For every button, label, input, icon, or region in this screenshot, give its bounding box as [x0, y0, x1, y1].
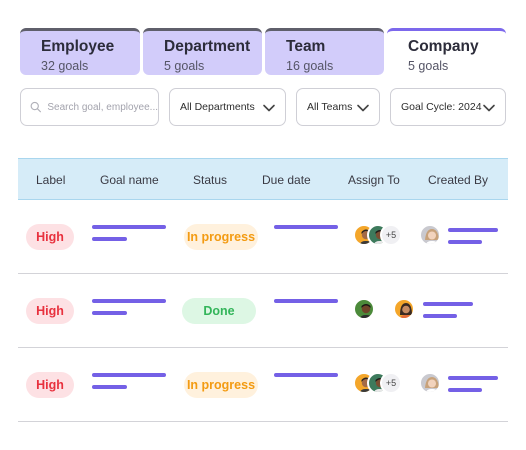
goal-name-placeholder-line: [92, 237, 127, 241]
more-assignees-badge[interactable]: +5: [380, 372, 402, 394]
search-icon: [30, 101, 41, 113]
more-assignees-badge[interactable]: +5: [380, 224, 402, 246]
due-date-placeholder-line: [274, 299, 338, 303]
search-placeholder: Search goal, employee...: [47, 101, 158, 113]
tab-team[interactable]: Team 16 goals: [265, 28, 384, 75]
filter-bar: Search goal, employee... All Departments…: [20, 88, 506, 126]
tab-team-count: 16 goals: [286, 59, 334, 73]
creator-name-placeholder-line: [423, 302, 473, 306]
tab-department-title: Department: [164, 38, 251, 55]
goal-name-placeholder-line: [92, 385, 127, 389]
table-header: Label Goal name Status Due date Assign T…: [18, 158, 508, 200]
goal-cycle-select[interactable]: Goal Cycle: 2024: [390, 88, 506, 126]
tab-department-count: 5 goals: [164, 59, 205, 73]
search-input[interactable]: Search goal, employee...: [20, 88, 159, 126]
avatar[interactable]: [353, 298, 375, 320]
creator-name-placeholder-line: [448, 228, 498, 232]
department-select[interactable]: All Departments: [169, 88, 286, 126]
tab-department[interactable]: Department 5 goals: [143, 28, 262, 75]
column-header-due-date[interactable]: Due date: [262, 173, 311, 187]
tab-team-title: Team: [286, 38, 326, 55]
goal-cycle-select-value: Goal Cycle: 2024: [401, 101, 482, 113]
creator-name-placeholder-line: [448, 388, 482, 392]
status-badge: In progress: [184, 372, 258, 398]
table-row[interactable]: High In progress +5: [18, 348, 508, 422]
tab-company-title: Company: [408, 38, 479, 55]
status-badge: In progress: [184, 224, 258, 250]
goal-name-placeholder-line: [92, 299, 166, 303]
goal-name-placeholder-line: [92, 373, 166, 377]
due-date-placeholder-line: [274, 373, 338, 377]
due-date-placeholder-line: [274, 225, 338, 229]
creator-name-placeholder-line: [423, 314, 457, 318]
column-header-label[interactable]: Label: [36, 173, 66, 187]
tab-employee-title: Employee: [41, 38, 115, 55]
status-badge: Done: [182, 298, 256, 324]
priority-badge: High: [26, 298, 74, 324]
avatar[interactable]: [393, 298, 415, 320]
tab-company[interactable]: Company 5 goals: [387, 28, 506, 75]
goal-name-placeholder-line: [92, 225, 166, 229]
column-header-created-by[interactable]: Created By: [428, 173, 489, 187]
department-select-value: All Departments: [180, 101, 255, 113]
tab-employee[interactable]: Employee 32 goals: [20, 28, 140, 75]
tab-company-count: 5 goals: [408, 59, 449, 73]
goal-name-placeholder-line: [92, 311, 127, 315]
team-select-value: All Teams: [307, 101, 353, 113]
chevron-down-icon: [357, 104, 369, 112]
team-select[interactable]: All Teams: [296, 88, 380, 126]
column-header-assign-to[interactable]: Assign To: [348, 173, 400, 187]
creator-name-placeholder-line: [448, 240, 482, 244]
table-row[interactable]: High In progress +5: [18, 200, 508, 274]
column-header-status[interactable]: Status: [193, 173, 228, 187]
avatar[interactable]: [419, 224, 441, 246]
table-row[interactable]: High Done: [18, 274, 508, 348]
priority-badge: High: [26, 372, 74, 398]
creator-name-placeholder-line: [448, 376, 498, 380]
column-header-goal-name[interactable]: Goal name: [100, 173, 159, 187]
priority-badge: High: [26, 224, 74, 250]
chevron-down-icon: [483, 104, 495, 112]
goal-scope-tabs: Employee 32 goals Department 5 goals Tea…: [20, 28, 506, 75]
tab-employee-count: 32 goals: [41, 59, 89, 73]
chevron-down-icon: [263, 104, 275, 112]
avatar[interactable]: [419, 372, 441, 394]
